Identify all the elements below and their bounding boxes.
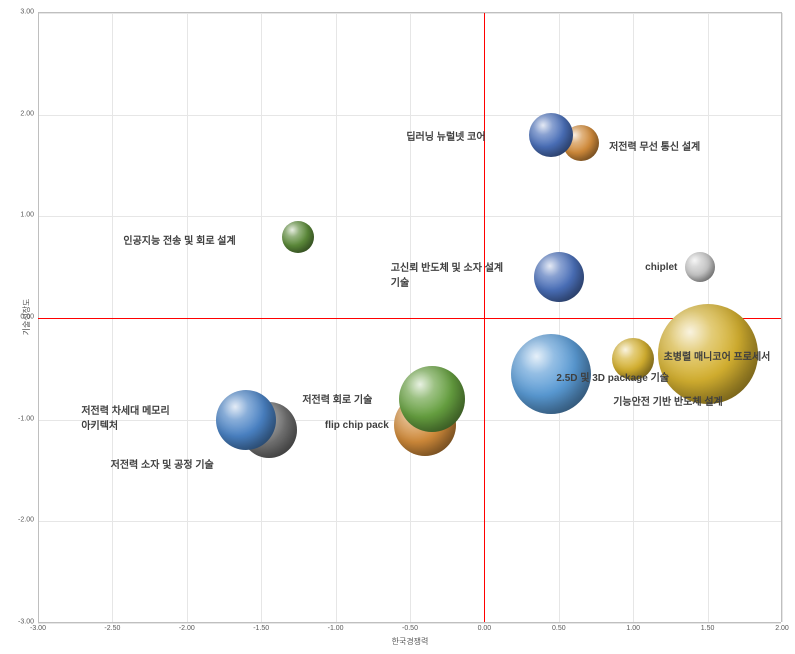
- bubble-label: 저전력 무선 통신 설계: [609, 138, 700, 153]
- bubble: [529, 113, 573, 157]
- gridline-v: [782, 13, 783, 622]
- bubble: [685, 252, 715, 282]
- bubble-label: 고신뢰 반도체 및 소자 설계 기술: [391, 259, 503, 289]
- y-tick-label: -1.00: [16, 415, 34, 422]
- bubble-label: 저전력 소자 및 공정 기술: [111, 456, 214, 471]
- x-tick-label: -2.50: [104, 625, 120, 632]
- x-tick-label: -0.50: [402, 625, 418, 632]
- y-tick-label: 1.00: [16, 212, 34, 219]
- plot-area: 딥러닝 뉴럴넷 코어저전력 무선 통신 설계인공지능 전송 및 회로 설계 chi…: [38, 12, 782, 622]
- y-tick-label: -2.00: [16, 517, 34, 524]
- x-axis-title: 한국경쟁력: [392, 636, 429, 647]
- x-tick-label: 1.50: [701, 625, 715, 632]
- bubble-label: 저전력 회로 기술: [302, 391, 372, 406]
- y-zero-line: [38, 318, 781, 319]
- x-tick-label: 1.00: [626, 625, 640, 632]
- bubble: [282, 221, 314, 253]
- x-tick-label: -1.50: [253, 625, 269, 632]
- bubble-label: 기능안전 기반 반도체 설계: [613, 393, 723, 408]
- bubble-label: 저전력 차세대 메모리 아키텍처: [81, 402, 169, 432]
- bubble-chart: 딥러닝 뉴럴넷 코어저전력 무선 통신 설계인공지능 전송 및 회로 설계 chi…: [0, 0, 795, 654]
- x-axis-baseline: [38, 622, 781, 623]
- bubble: [216, 390, 276, 450]
- x-tick-label: -2.00: [179, 625, 195, 632]
- bubble-label: 초병렬 매니코어 프로세서: [664, 348, 771, 363]
- bubble: [399, 366, 465, 432]
- bubble-label: 2.5D 및 3D package 기술: [556, 369, 669, 384]
- bubble: [534, 252, 584, 302]
- gridline-h: [38, 216, 781, 217]
- bubble-label: chiplet: [645, 262, 677, 273]
- x-tick-label: 2.00: [775, 625, 789, 632]
- x-tick-label: 0.00: [478, 625, 492, 632]
- gridline-h: [38, 13, 781, 14]
- x-tick-label: -1.00: [328, 625, 344, 632]
- bubble-label: 딥러닝 뉴럴넷 코어: [406, 128, 485, 143]
- gridline-h: [38, 521, 781, 522]
- y-tick-label: -3.00: [16, 619, 34, 626]
- bubble-label: flip chip pack: [325, 420, 389, 431]
- gridline-h: [38, 623, 781, 624]
- y-tick-label: 2.00: [16, 110, 34, 117]
- gridline-h: [38, 115, 781, 116]
- x-tick-label: 0.50: [552, 625, 566, 632]
- y-tick-label: 3.00: [16, 9, 34, 16]
- bubble-label: 인공지능 전송 및 회로 설계: [123, 232, 235, 247]
- x-tick-label: -3.00: [30, 625, 46, 632]
- y-axis-title: 기술성장도: [21, 299, 32, 336]
